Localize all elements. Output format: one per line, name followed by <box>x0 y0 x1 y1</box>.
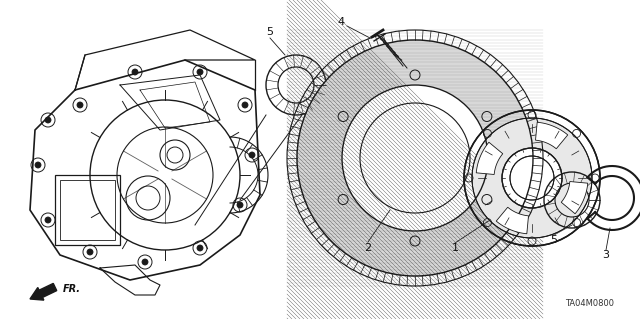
Text: FR.: FR. <box>63 284 81 294</box>
Circle shape <box>87 249 93 255</box>
Circle shape <box>132 69 138 75</box>
Text: 5: 5 <box>550 235 557 245</box>
Circle shape <box>502 148 562 208</box>
Circle shape <box>77 102 83 108</box>
Polygon shape <box>536 122 568 149</box>
Polygon shape <box>561 182 588 214</box>
Text: 4: 4 <box>337 17 344 27</box>
Text: 2: 2 <box>364 243 372 253</box>
Circle shape <box>237 202 243 208</box>
Circle shape <box>472 118 592 238</box>
FancyArrow shape <box>30 283 57 300</box>
Circle shape <box>297 40 533 276</box>
Circle shape <box>197 245 203 251</box>
Bar <box>55 175 120 245</box>
Circle shape <box>197 69 203 75</box>
Circle shape <box>342 85 488 231</box>
Text: TA04M0800: TA04M0800 <box>566 299 614 308</box>
Circle shape <box>242 102 248 108</box>
Polygon shape <box>476 142 503 174</box>
Circle shape <box>45 117 51 123</box>
Circle shape <box>45 217 51 223</box>
Text: 5: 5 <box>266 27 273 37</box>
Circle shape <box>249 152 255 158</box>
Circle shape <box>142 259 148 265</box>
Polygon shape <box>496 207 529 234</box>
Text: 3: 3 <box>602 250 609 260</box>
Bar <box>60 180 115 240</box>
Text: 1: 1 <box>451 243 458 253</box>
Circle shape <box>35 162 41 168</box>
